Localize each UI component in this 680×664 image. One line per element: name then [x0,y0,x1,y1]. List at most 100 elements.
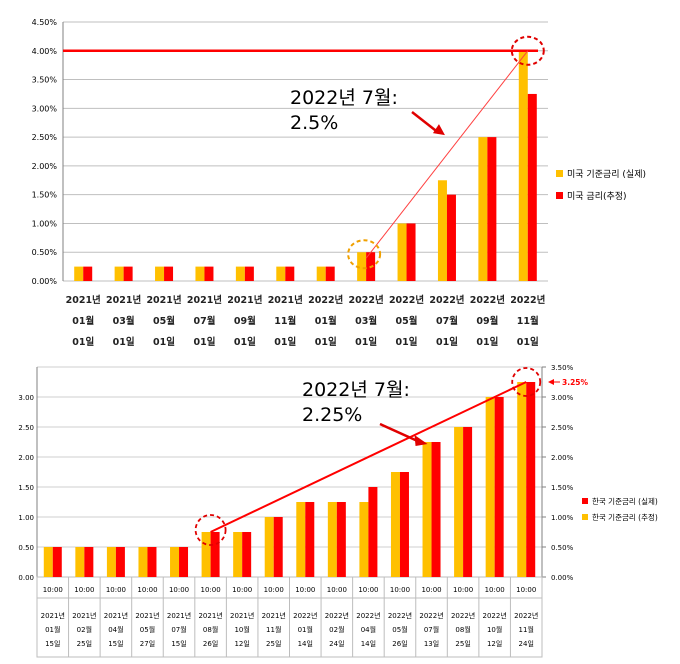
bar [114,266,124,281]
x-tick-label: 04월 [108,625,123,634]
x-tick-label: 2021년 [230,611,254,620]
x-tick-label: 15일 [108,639,123,648]
x-tick-label: 14일 [361,639,376,648]
x-tick-label: 25일 [77,639,92,648]
bar [390,472,400,577]
x-tick-label: 13일 [424,639,439,648]
end-marker-label: 3.25% [562,378,589,387]
x-tick-label: 2021년 [198,611,222,620]
x-tick-label: 2022년 [356,611,380,620]
legend-swatch [556,170,563,177]
x-tick-label: 03월 [113,315,135,327]
bar [276,266,286,281]
x-tick-label: 03월 [355,315,377,327]
annotation-arrow [411,111,440,135]
x-tick-label: 01일 [396,336,418,348]
x-tick-label: 15일 [171,639,186,648]
legend-label: 한국 기준금리 (추정) [592,512,658,522]
time-label: 10:00 [137,586,157,594]
x-tick-label: 11월 [517,315,539,327]
time-label: 10:00 [295,586,315,594]
bar [74,266,84,281]
bar [244,266,254,281]
bar [357,252,367,281]
x-tick-label: 2021년 [227,294,262,306]
y-tick-label-right: 3.50% [551,364,574,372]
time-label: 10:00 [327,586,347,594]
bar [123,266,133,281]
kr-rate-chart: 0.00% 0.50% 1.00% 1.50% 2.00% 2.50% 3.00% 3.50%… [18,364,658,658]
bar [399,472,409,577]
bar [406,223,416,281]
circle-marker [510,35,545,66]
annotation-text: 2.25% [302,404,362,426]
x-tick-label: 12일 [487,639,502,648]
x-tick-label: 2021년 [187,294,222,306]
x-tick-label: 07월 [171,625,186,634]
bar [170,547,180,577]
x-tick-label: 01일 [517,336,539,348]
bar [422,442,432,577]
time-label: 10:00 [421,586,441,594]
y-tick-label: 4.00% [32,47,58,56]
bar [454,427,464,577]
y-tick-label: 0.00% [32,277,58,286]
x-tick-label: 05월 [140,625,155,634]
bar [106,547,116,577]
x-tick-label: 2021년 [268,294,303,306]
bar [264,517,274,577]
legend-swatch [556,192,563,199]
x-tick-label: 09월 [234,315,256,327]
time-label: 10:00 [43,586,63,594]
x-tick-label: 07월 [193,315,215,327]
x-tick-label: 2021년 [66,294,101,306]
bar [235,266,245,281]
legend-swatch [582,514,588,520]
bar [487,137,497,281]
bar [527,93,537,281]
bar [242,532,252,577]
legend-label: 미국 기준금리 (실제) [567,169,646,180]
y-tick-label-right: 2.50% [551,424,574,432]
y-tick-label-right: 2.00% [551,454,574,462]
bar [305,502,315,577]
y-tick-label: 1.50% [32,191,58,200]
y-tick-label-right: 0.00% [551,574,574,582]
bar [164,266,174,281]
bar [296,502,306,577]
bar [75,547,85,577]
annotation-text: 2022년 7월: [302,379,410,401]
x-tick-label: 01월 [298,625,313,634]
time-label: 10:00 [453,586,473,594]
bar [397,223,407,281]
legend-swatch [582,498,588,504]
x-tick-label: 08월 [455,625,470,634]
x-tick-label: 2021년 [146,294,181,306]
time-label: 10:00 [485,586,505,594]
legend-label: 미국 금리(추정) [567,191,627,202]
x-tick-label: 24일 [519,639,534,648]
x-tick-label: 2022년 [308,294,343,306]
x-tick-label: 2021년 [262,611,286,620]
bar [518,50,528,282]
x-tick-label: 2021년 [167,611,191,620]
bar [210,532,220,577]
annotation-text: 2.5% [290,112,338,134]
time-label: 10:00 [74,586,94,594]
x-tick-label: 2022년 [325,611,349,620]
y-tick-label-right: 1.50% [551,484,574,492]
x-tick-label: 2022년 [389,294,424,306]
x-tick-label: 01일 [476,336,498,348]
x-tick-label: 02월 [329,625,344,634]
time-label: 10:00 [390,586,410,594]
x-tick-label: 2022년 [419,611,443,620]
y-tick-label-right: 1.00% [551,514,574,522]
legend-label: 한국 기준금리 (실제) [592,496,658,506]
bar [138,547,148,577]
x-tick-label: 2022년 [483,611,507,620]
x-tick-label: 2022년 [429,294,464,306]
y-tick-label: 1.00% [32,219,58,228]
time-label: 10:00 [516,586,536,594]
x-tick-label: 05월 [153,315,175,327]
bar [84,547,94,577]
